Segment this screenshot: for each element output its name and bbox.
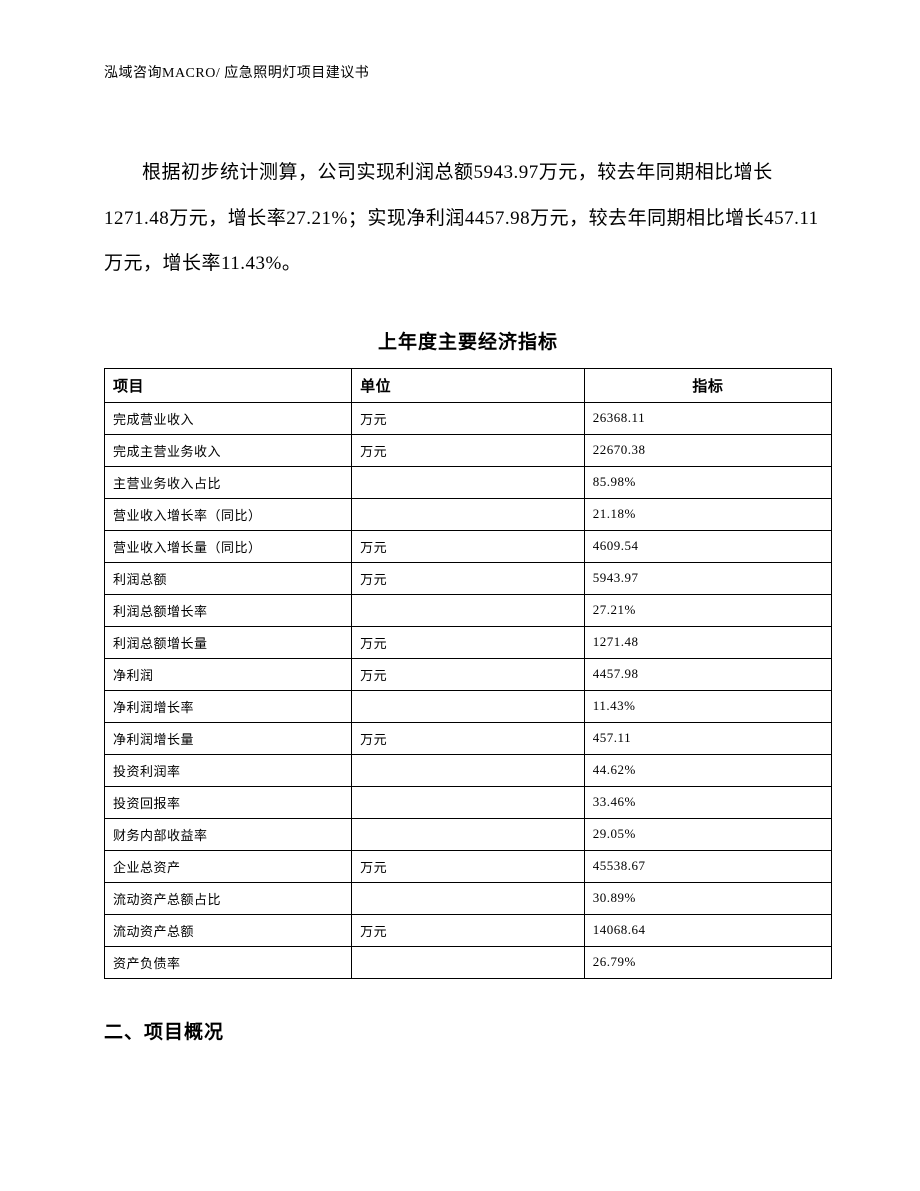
table-cell: 财务内部收益率 (105, 818, 352, 850)
table-cell: 万元 (352, 722, 585, 754)
table-cell: 万元 (352, 402, 585, 434)
table-row: 营业收入增长量（同比）万元4609.54 (105, 530, 832, 562)
table-cell: 净利润 (105, 658, 352, 690)
table-cell: 投资利润率 (105, 754, 352, 786)
table-cell: 44.62% (584, 754, 831, 786)
table-cell: 万元 (352, 562, 585, 594)
table-row: 流动资产总额占比 30.89% (105, 882, 832, 914)
table-row: 资产负债率 26.79% (105, 946, 832, 978)
table-cell: 万元 (352, 914, 585, 946)
table-row: 利润总额增长量万元1271.48 (105, 626, 832, 658)
table-row: 营业收入增长率（同比） 21.18% (105, 498, 832, 530)
table-cell: 5943.97 (584, 562, 831, 594)
table-cell (352, 882, 585, 914)
table-cell: 万元 (352, 658, 585, 690)
table-cell (352, 786, 585, 818)
table-cell: 33.46% (584, 786, 831, 818)
table-row: 财务内部收益率 29.05% (105, 818, 832, 850)
table-cell: 净利润增长率 (105, 690, 352, 722)
table-cell: 完成营业收入 (105, 402, 352, 434)
table-row: 投资利润率 44.62% (105, 754, 832, 786)
table-cell (352, 946, 585, 978)
table-cell: 26.79% (584, 946, 831, 978)
table-cell: 4609.54 (584, 530, 831, 562)
table-cell: 主营业务收入占比 (105, 466, 352, 498)
table-cell (352, 466, 585, 498)
table-cell: 流动资产总额 (105, 914, 352, 946)
table-cell: 11.43% (584, 690, 831, 722)
table-cell: 22670.38 (584, 434, 831, 466)
table-row: 利润总额增长率 27.21% (105, 594, 832, 626)
table-cell: 万元 (352, 530, 585, 562)
table-cell: 14068.64 (584, 914, 831, 946)
table-cell: 1271.48 (584, 626, 831, 658)
table-cell: 营业收入增长率（同比） (105, 498, 352, 530)
column-header-unit: 单位 (352, 368, 585, 402)
table-header-row: 项目 单位 指标 (105, 368, 832, 402)
table-cell: 万元 (352, 626, 585, 658)
table-cell: 4457.98 (584, 658, 831, 690)
table-row: 净利润增长率 11.43% (105, 690, 832, 722)
table-row: 完成营业收入万元26368.11 (105, 402, 832, 434)
column-header-indicator: 指标 (584, 368, 831, 402)
table-row: 企业总资产万元45538.67 (105, 850, 832, 882)
column-header-item: 项目 (105, 368, 352, 402)
section-heading: 二、项目概况 (104, 1017, 832, 1044)
table-cell: 457.11 (584, 722, 831, 754)
table-title: 上年度主要经济指标 (104, 327, 832, 354)
table-cell: 投资回报率 (105, 786, 352, 818)
table-cell: 利润总额 (105, 562, 352, 594)
table-cell (352, 818, 585, 850)
table-row: 流动资产总额万元14068.64 (105, 914, 832, 946)
table-row: 利润总额万元5943.97 (105, 562, 832, 594)
table-cell: 净利润增长量 (105, 722, 352, 754)
table-cell: 利润总额增长量 (105, 626, 352, 658)
table-cell: 21.18% (584, 498, 831, 530)
table-row: 完成主营业务收入万元22670.38 (105, 434, 832, 466)
table-cell: 万元 (352, 434, 585, 466)
table-cell (352, 594, 585, 626)
economic-indicators-table: 项目 单位 指标 完成营业收入万元26368.11完成主营业务收入万元22670… (104, 368, 832, 979)
table-cell: 万元 (352, 850, 585, 882)
table-cell: 营业收入增长量（同比） (105, 530, 352, 562)
table-cell: 26368.11 (584, 402, 831, 434)
table-cell: 27.21% (584, 594, 831, 626)
table-row: 主营业务收入占比 85.98% (105, 466, 832, 498)
table-cell (352, 690, 585, 722)
table-cell: 流动资产总额占比 (105, 882, 352, 914)
table-cell: 企业总资产 (105, 850, 352, 882)
document-header: 泓域咨询MACRO/ 应急照明灯项目建议书 (104, 62, 832, 82)
table-cell: 资产负债率 (105, 946, 352, 978)
table-cell (352, 498, 585, 530)
table-cell: 29.05% (584, 818, 831, 850)
table-cell: 30.89% (584, 882, 831, 914)
table-cell (352, 754, 585, 786)
table-row: 净利润增长量万元457.11 (105, 722, 832, 754)
table-cell: 利润总额增长率 (105, 594, 352, 626)
table-cell: 45538.67 (584, 850, 831, 882)
table-row: 投资回报率 33.46% (105, 786, 832, 818)
body-paragraph: 根据初步统计测算，公司实现利润总额5943.97万元，较去年同期相比增长1271… (104, 150, 832, 287)
table-row: 净利润万元4457.98 (105, 658, 832, 690)
table-cell: 85.98% (584, 466, 831, 498)
table-cell: 完成主营业务收入 (105, 434, 352, 466)
